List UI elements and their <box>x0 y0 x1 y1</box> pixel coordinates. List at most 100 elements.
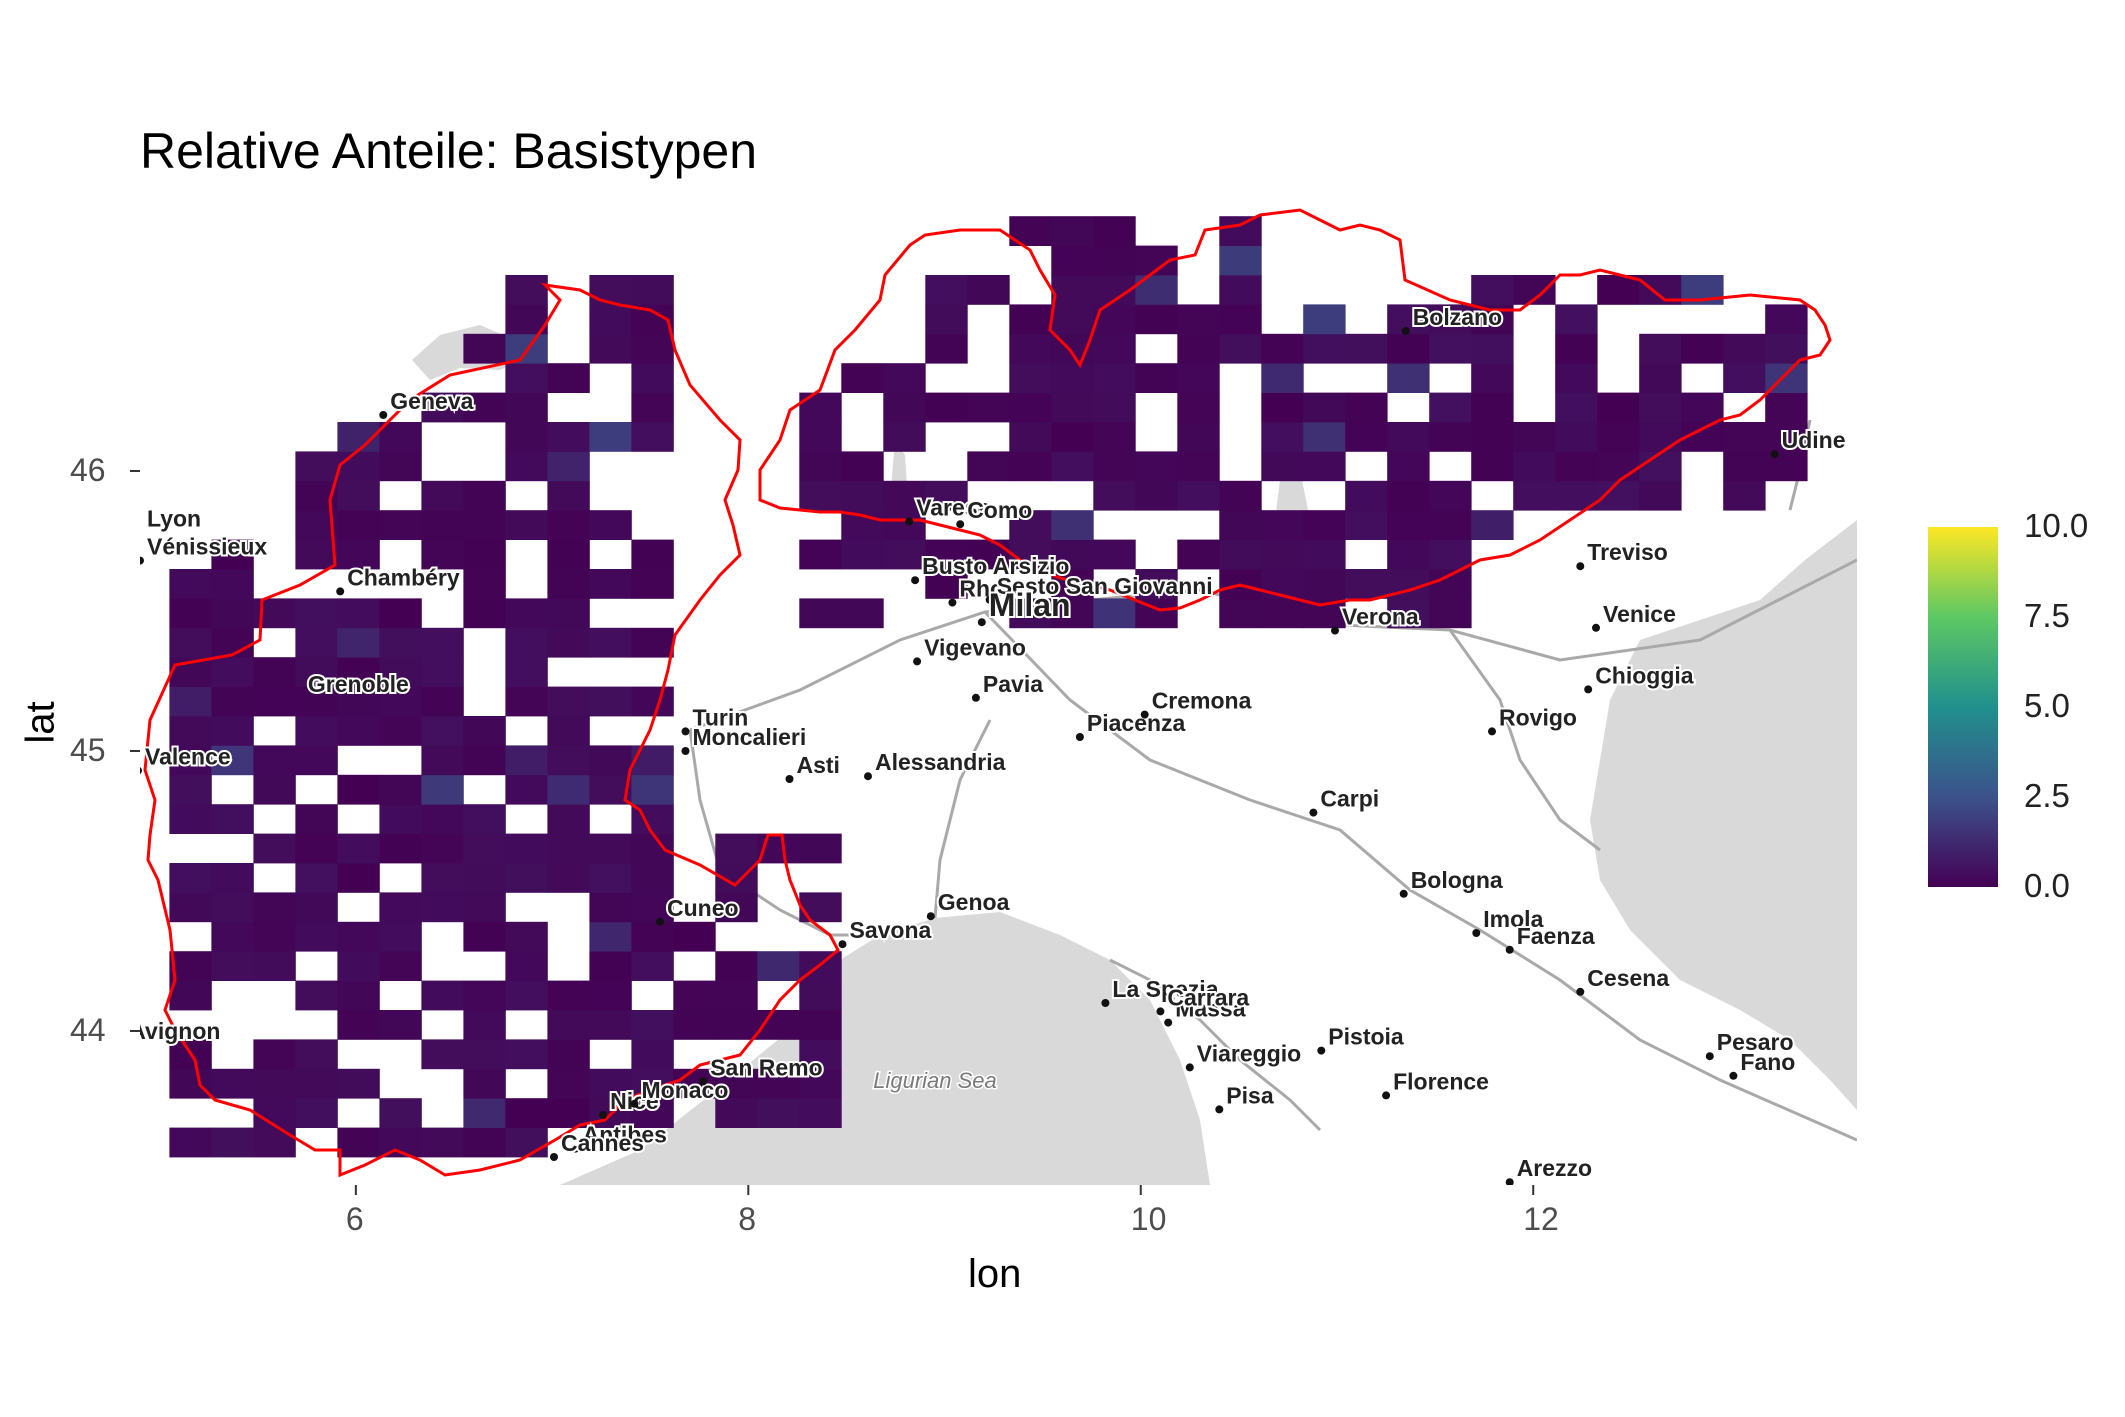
heatmap-cell <box>1219 480 1262 511</box>
heatmap-cell <box>463 510 506 540</box>
heatmap-cell <box>589 569 632 599</box>
heatmap-cell <box>1177 422 1220 452</box>
heatmap-cell <box>1261 510 1304 540</box>
heatmap-cell <box>337 951 380 981</box>
heatmap-cell <box>169 1127 212 1158</box>
heatmap-cell <box>799 1068 842 1099</box>
heatmap-cell <box>883 392 926 423</box>
heatmap-cell <box>505 863 548 893</box>
heatmap-cell <box>547 598 590 629</box>
heatmap-cell <box>547 510 590 540</box>
heatmap-cell <box>1471 510 1514 540</box>
heatmap-cell <box>1429 480 1472 511</box>
heatmap-cell <box>211 686 254 717</box>
heatmap-cell <box>505 510 548 540</box>
heatmap-cell <box>1471 392 1514 423</box>
heatmap-cell <box>1723 363 1766 393</box>
city-dot <box>864 772 872 781</box>
heatmap-cell <box>1429 392 1472 423</box>
city-label: Moncalieri <box>693 724 807 750</box>
city-dot <box>571 1144 580 1153</box>
heatmap-cell <box>169 598 212 629</box>
heatmap-cell <box>631 275 674 305</box>
city-label: Piacenza <box>1087 710 1186 736</box>
heatmap-cell <box>1303 422 1346 452</box>
heatmap-cell <box>1555 392 1598 423</box>
city-dot <box>838 940 847 949</box>
legend-tick-label: 10.0 <box>2024 507 2089 544</box>
city-dot <box>1140 710 1149 719</box>
heatmap-cell <box>1093 422 1136 452</box>
city-label: Lyon <box>147 506 201 532</box>
legend-colorbar <box>1928 527 1998 887</box>
heatmap-cell <box>211 951 254 981</box>
heatmap-cell <box>253 1127 296 1158</box>
heatmap-cell <box>1219 598 1262 629</box>
heatmap-cell <box>547 863 590 893</box>
heatmap-cell <box>463 980 506 1011</box>
heatmap-cell <box>211 745 254 776</box>
heatmap-cell <box>1597 392 1640 423</box>
heatmap-cell <box>295 921 338 952</box>
city-label: Carrara <box>1167 984 1249 1010</box>
heatmap-cell <box>1555 304 1598 335</box>
heatmap-cell <box>337 1010 380 1040</box>
heatmap-cell <box>379 951 422 981</box>
heatmap-cell <box>1093 216 1136 246</box>
heatmap-cell <box>1639 333 1682 364</box>
heatmap-cell <box>337 716 380 746</box>
heatmap-cell <box>379 657 422 687</box>
heatmap-cell <box>295 1098 338 1128</box>
heatmap-cell <box>463 892 506 923</box>
heatmap-cell <box>505 657 548 687</box>
city-label: Bologna <box>1411 867 1503 893</box>
heatmap-cell <box>253 1068 296 1099</box>
heatmap-cell <box>547 422 590 452</box>
heatmap-cell <box>589 863 632 893</box>
city-label: Udine <box>1782 427 1846 453</box>
city-dot <box>140 767 142 775</box>
heatmap-cell <box>463 921 506 952</box>
heatmap-cell <box>169 980 212 1011</box>
heatmap-cell <box>1261 598 1304 629</box>
city-label: Avignon <box>129 1018 220 1044</box>
heatmap-cell <box>463 1010 506 1040</box>
heatmap-cell <box>295 627 338 658</box>
heatmap-cell <box>547 569 590 599</box>
heatmap-cell <box>1177 451 1220 482</box>
heatmap-cell <box>1345 392 1388 423</box>
heatmap-cell <box>169 745 212 776</box>
city-dot <box>1215 1105 1224 1114</box>
heatmap-cell <box>379 627 422 658</box>
heatmap-cell <box>505 686 548 717</box>
heatmap-cell <box>925 539 968 570</box>
heatmap-cell <box>505 392 548 423</box>
heatmap-cell <box>505 980 548 1011</box>
city-dot <box>1505 945 1514 954</box>
heatmap-cell <box>379 921 422 952</box>
heatmap-cell <box>379 804 422 834</box>
heatmap-cell <box>295 686 338 717</box>
heatmap-cell <box>1723 480 1766 511</box>
legend-tick-label: 2.5 <box>2024 777 2070 814</box>
heatmap-cell <box>799 422 842 452</box>
city-label: Milan <box>989 587 1071 623</box>
heatmap-cell <box>211 569 254 599</box>
heatmap-cell <box>1597 275 1640 305</box>
heatmap-cell <box>337 598 380 629</box>
city-dot <box>1101 999 1110 1007</box>
heatmap-cell <box>1513 480 1556 511</box>
heatmap-cell <box>1093 480 1136 511</box>
heatmap-cell <box>631 686 674 717</box>
heatmap-cells <box>169 216 1808 1158</box>
city-dot <box>948 598 957 607</box>
heatmap-cell <box>631 774 674 805</box>
heatmap-cell <box>1051 422 1094 452</box>
x-axis-title: lon <box>968 1252 1022 1296</box>
road <box>1109 958 1322 1132</box>
heatmap-cell <box>1177 480 1220 511</box>
heatmap-cell <box>547 1068 590 1099</box>
heatmap-cell <box>1219 333 1262 364</box>
heatmap-cell <box>1597 422 1640 452</box>
